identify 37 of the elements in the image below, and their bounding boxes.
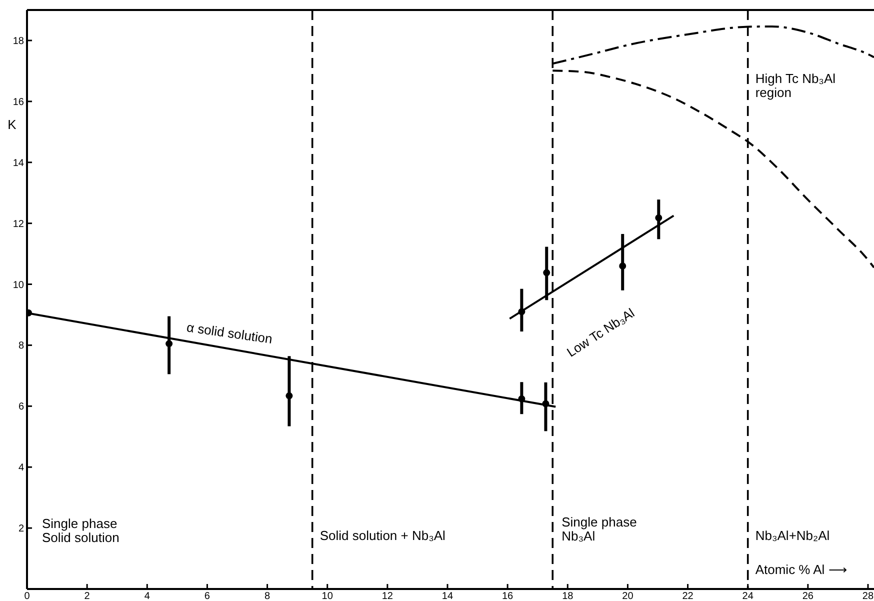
x-tick-label: 0: [24, 591, 30, 601]
x-tick-label: 4: [144, 591, 150, 601]
annotation: α solid solution: [186, 320, 274, 346]
y-tick-label: 8: [18, 340, 24, 352]
point: [655, 214, 662, 222]
point: [166, 340, 173, 348]
annotation: High Tc Nb₃Al region: [755, 71, 836, 100]
y-tick-label: 6: [18, 402, 24, 413]
y-tick-label: 4: [18, 462, 24, 474]
x-tick-label: 18: [562, 591, 574, 601]
annotation: Nb₃Al+Nb₂Al: [755, 528, 830, 544]
x-tick-label: 12: [382, 591, 394, 601]
point: [619, 262, 626, 270]
y-axis-title: K: [8, 116, 17, 132]
x-tick-label: 24: [742, 591, 754, 601]
annotation: Single phase Nb₃Al: [562, 514, 637, 544]
y-tick-label: 14: [12, 158, 24, 169]
x-tick-label: 16: [502, 591, 514, 601]
x-tick-label: 26: [802, 591, 814, 601]
point: [286, 392, 293, 400]
point: [543, 269, 550, 276]
y-tick-label: 18: [12, 36, 24, 47]
y-tick-label: 10: [12, 280, 24, 291]
x-tick-label: 14: [442, 591, 454, 601]
x-tick-label: 6: [204, 591, 210, 601]
y-tick-label: 16: [12, 96, 24, 108]
annotation: Single phase Solid solution: [42, 516, 120, 546]
x-axis-title: Atomic % Al ⟶: [755, 562, 848, 577]
x-tick-label: 22: [682, 591, 694, 601]
x-tick-label: 28: [862, 591, 874, 601]
x-tick-label: 20: [622, 591, 634, 601]
y-tick-label: 12: [12, 218, 24, 230]
x-tick-label: 8: [264, 591, 270, 601]
x-tick-label: 10: [322, 591, 334, 601]
annotation: Solid solution + Nb₃Al: [320, 528, 446, 544]
y-tick-label: 2: [18, 524, 24, 535]
x-tick-label: 2: [84, 591, 90, 601]
